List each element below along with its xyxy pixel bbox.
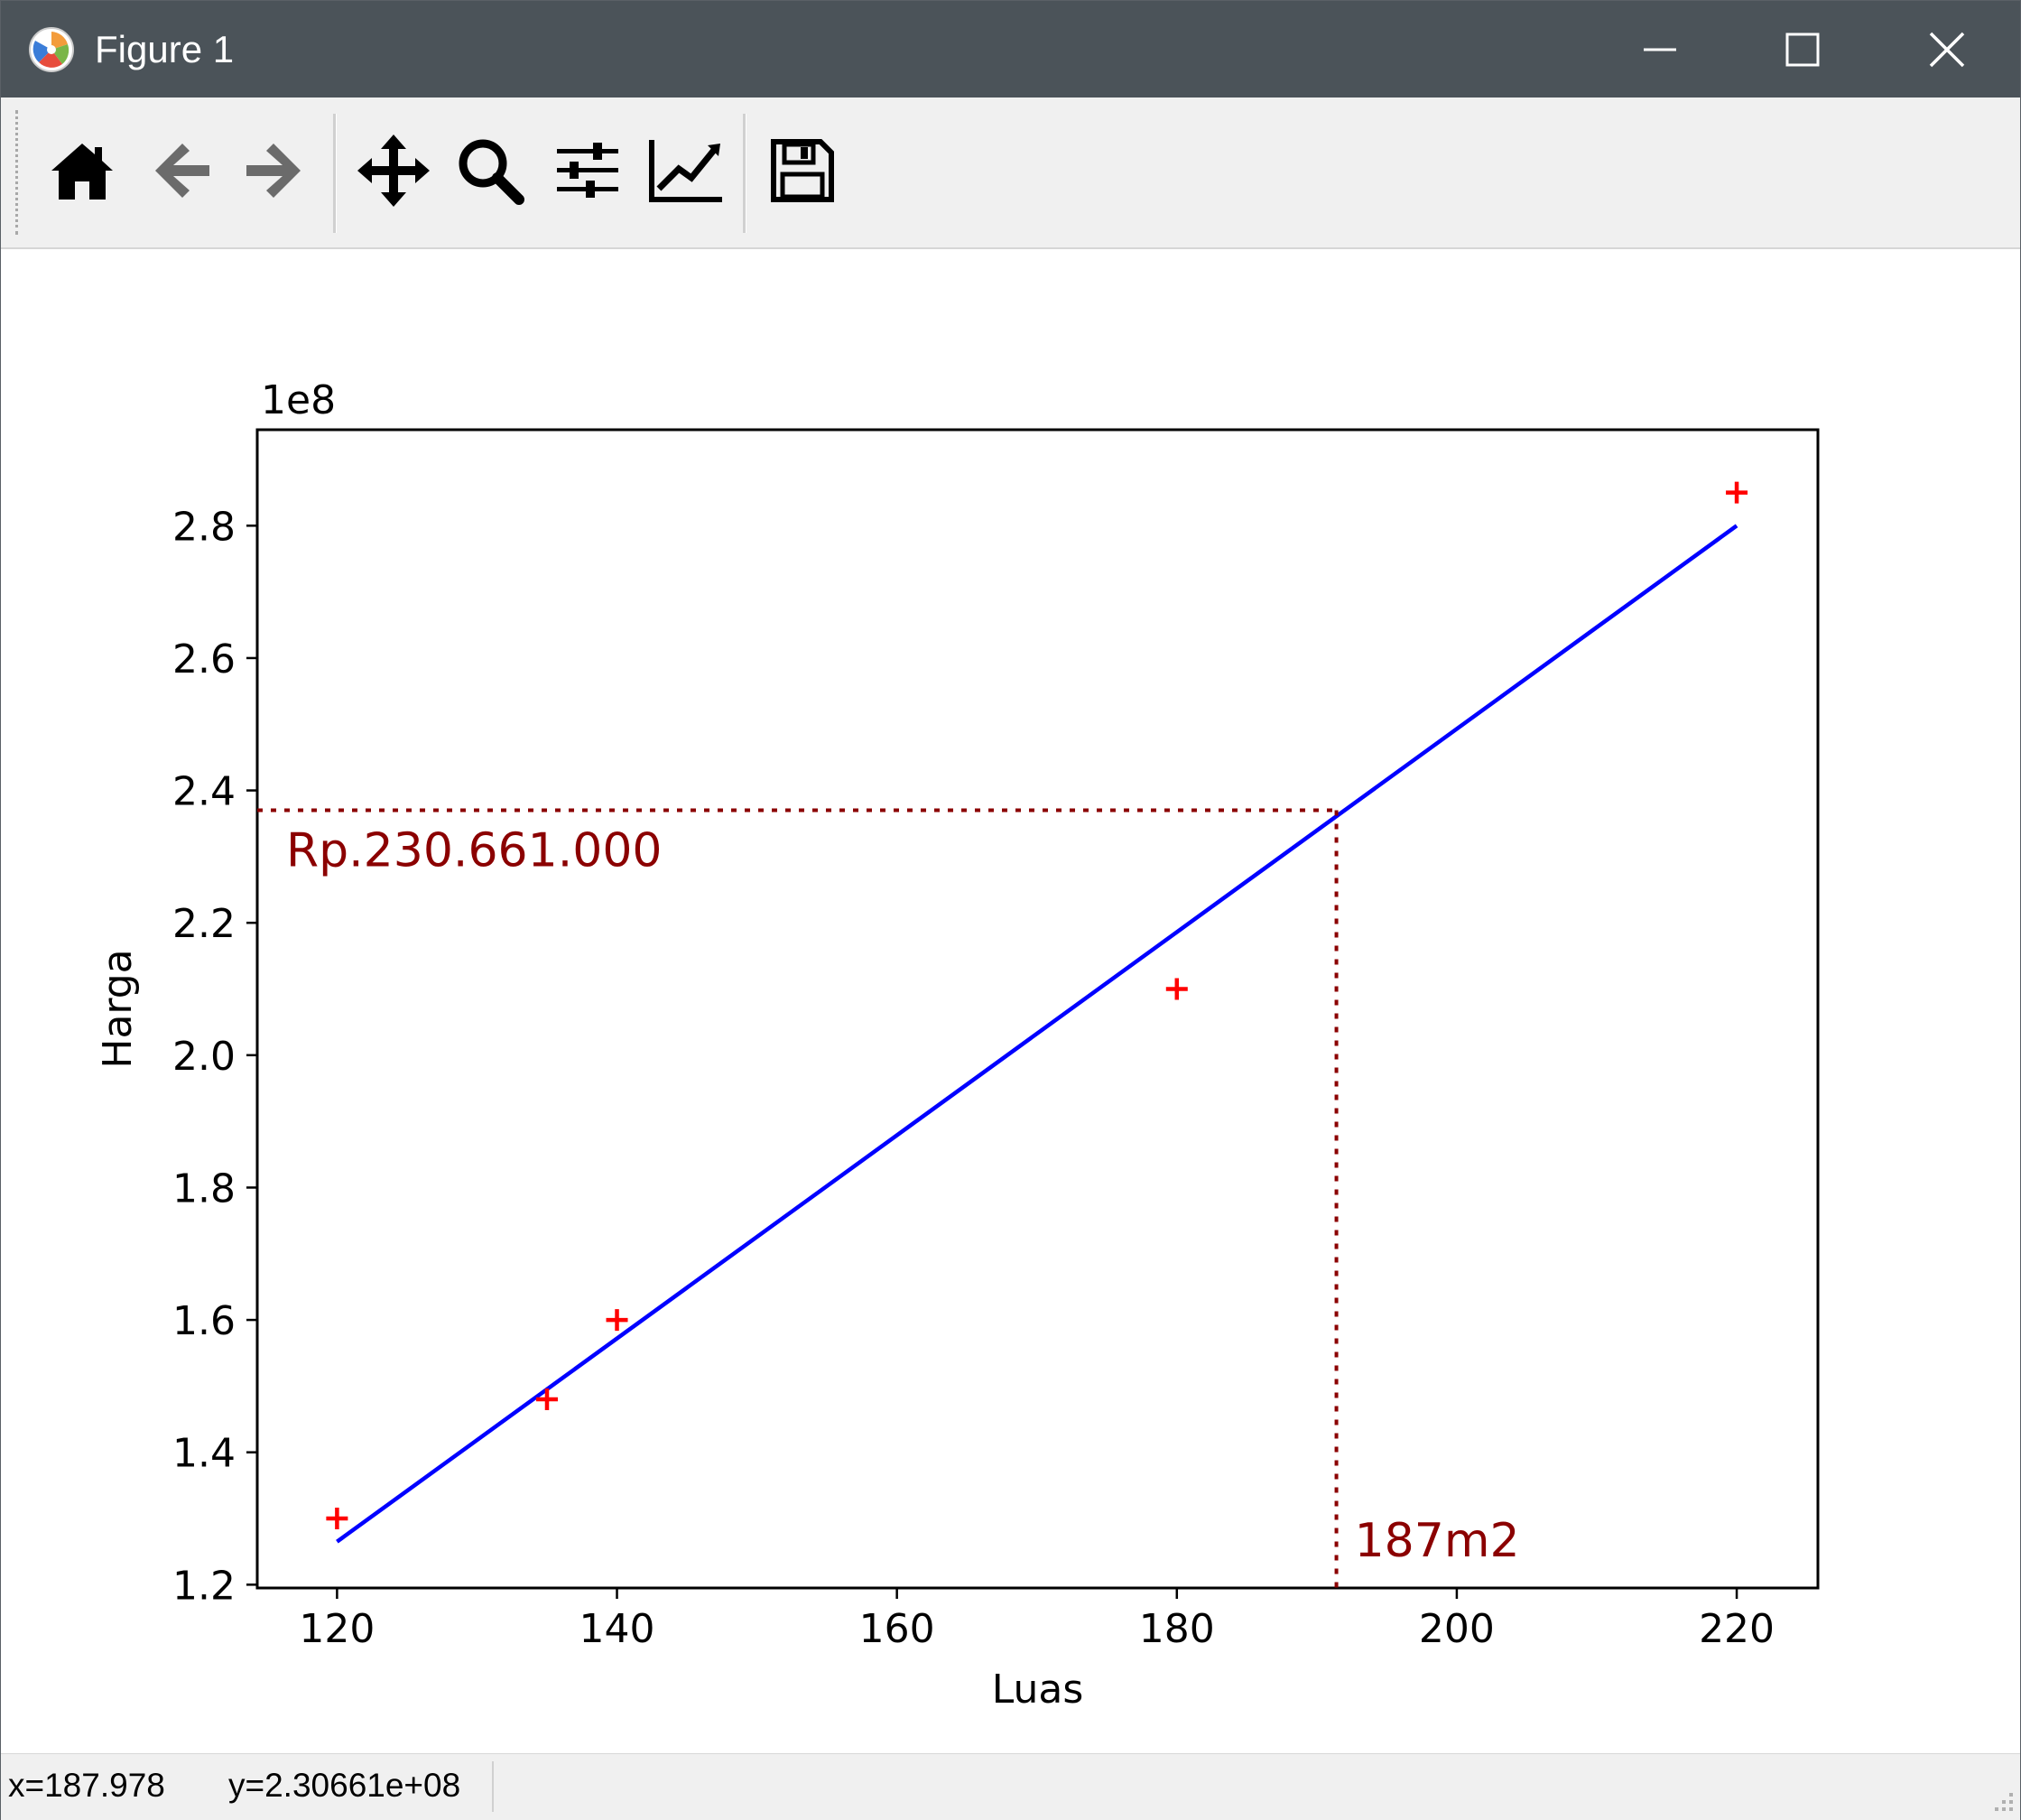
y-tick-label: 1.4 bbox=[172, 1431, 236, 1477]
close-button[interactable] bbox=[1876, 1, 2018, 98]
minimize-button[interactable] bbox=[1589, 1, 1731, 98]
minimize-icon bbox=[1644, 48, 1676, 51]
y-tick-label: 2.8 bbox=[172, 504, 236, 550]
data-point-marker bbox=[1726, 481, 1748, 504]
forward-button[interactable] bbox=[236, 131, 315, 210]
home-button[interactable] bbox=[42, 131, 122, 210]
status-bar: x=187.978 y=2.30661e+08 bbox=[1, 1753, 2020, 1820]
back-button[interactable] bbox=[141, 131, 220, 210]
zoom-button[interactable] bbox=[450, 131, 530, 210]
y-tick-label: 1.8 bbox=[172, 1165, 236, 1212]
window-title: Figure 1 bbox=[95, 28, 235, 70]
y-tick-label: 2.6 bbox=[172, 636, 236, 682]
data-point-marker bbox=[535, 1388, 558, 1411]
area-annotation: 187m2 bbox=[1355, 1514, 1520, 1568]
toolbar-separator bbox=[743, 114, 746, 233]
configure-subplots-icon bbox=[557, 143, 618, 198]
save-disk-icon bbox=[771, 139, 834, 202]
regression-line bbox=[336, 524, 1738, 1544]
figure-canvas[interactable]: 120 140 160 180 200 220 1.2 1.4 1.6 1.8 2.0 2.2 2.4 2… bbox=[1, 249, 2020, 1753]
data-point-marker bbox=[1165, 978, 1188, 1000]
status-separator bbox=[492, 1761, 494, 1812]
x-tick-label: 140 bbox=[579, 1606, 655, 1652]
y-tick-label: 1.6 bbox=[172, 1298, 236, 1344]
y-tick-label: 2.4 bbox=[172, 769, 236, 815]
maximize-button[interactable] bbox=[1731, 1, 1874, 98]
edit-axis-button[interactable] bbox=[646, 131, 726, 210]
resize-grip-icon[interactable] bbox=[1988, 1788, 2015, 1815]
toolbar-grip[interactable] bbox=[15, 110, 23, 235]
y-tick-label: 1.2 bbox=[172, 1563, 236, 1609]
x-tick-label: 220 bbox=[1699, 1606, 1775, 1652]
axes-frame bbox=[255, 428, 1820, 1590]
data-point-marker bbox=[326, 1508, 348, 1530]
back-arrow-icon bbox=[155, 144, 209, 198]
edit-axis-line-icon bbox=[649, 140, 722, 202]
x-tick-label: 160 bbox=[859, 1606, 935, 1652]
x-tick-label: 200 bbox=[1419, 1606, 1495, 1652]
zoom-magnifier-icon bbox=[459, 139, 524, 205]
forward-arrow-icon bbox=[246, 144, 301, 198]
axis-offset-label: 1e8 bbox=[261, 377, 336, 423]
navigation-toolbar bbox=[1, 98, 2020, 249]
home-icon bbox=[51, 144, 113, 200]
cursor-y-readout: y=2.30661e+08 bbox=[228, 1767, 461, 1804]
save-button[interactable] bbox=[763, 131, 842, 210]
y-tick-label: 2.0 bbox=[172, 1034, 236, 1080]
y-tick-label: 2.2 bbox=[172, 901, 236, 947]
x-tick-label: 120 bbox=[299, 1606, 375, 1652]
x-tick-label: 180 bbox=[1139, 1606, 1215, 1652]
pan-move-icon bbox=[357, 135, 430, 207]
chart-svg[interactable]: 120 140 160 180 200 220 1.2 1.4 1.6 1.8 2.0 2.2 2.4 2… bbox=[1, 249, 2020, 1753]
y-axis-label: Harga bbox=[95, 949, 141, 1068]
data-point-marker bbox=[606, 1309, 628, 1332]
cursor-x-readout: x=187.978 bbox=[8, 1767, 165, 1804]
maximize-icon bbox=[1785, 32, 1820, 66]
pan-button[interactable] bbox=[354, 131, 433, 210]
toolbar-separator bbox=[333, 114, 337, 233]
title-bar[interactable]: Figure 1 bbox=[1, 1, 2020, 98]
matplotlib-app-icon bbox=[29, 27, 74, 72]
close-icon bbox=[1929, 32, 1965, 67]
configure-subplots-button[interactable] bbox=[548, 131, 627, 210]
price-annotation: Rp.230.661.000 bbox=[286, 824, 662, 878]
x-axis-label: Luas bbox=[992, 1667, 1084, 1713]
